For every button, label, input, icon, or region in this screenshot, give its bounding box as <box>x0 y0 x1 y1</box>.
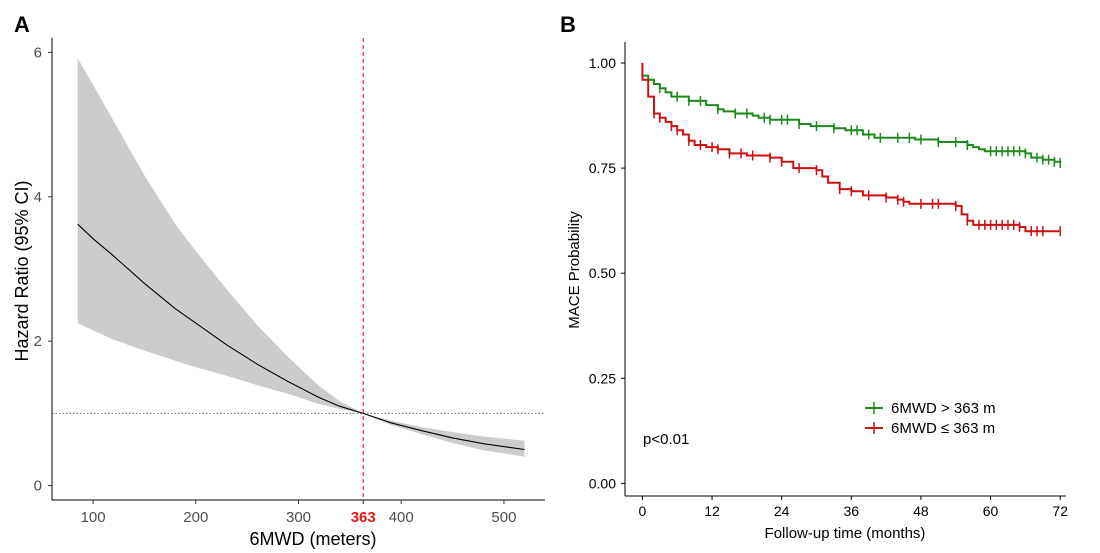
y-tick-label-a: 4 <box>34 189 42 206</box>
y-tick-label-a: 6 <box>34 44 42 61</box>
y-tick-label-b: 0.25 <box>589 370 616 386</box>
hazard-ratio-line <box>77 223 525 451</box>
x-axis-title-a: 6MWD (meters) <box>250 529 377 549</box>
km-curve-high <box>642 74 1062 164</box>
x-tick-label-b: 24 <box>774 503 790 519</box>
panel-b-letter: B <box>560 12 576 37</box>
x-axis-title-b: Follow-up time (months) <box>765 525 926 542</box>
confidence-band <box>77 58 525 457</box>
km-curve-low <box>641 63 1061 233</box>
x-tick-label-b: 60 <box>983 503 999 519</box>
x-tick-label-b: 12 <box>704 503 720 519</box>
y-axis-title-a: Hazard Ratio (95% CI) <box>12 180 32 361</box>
x-tick-label-a: 200 <box>183 509 208 526</box>
legend-label: 6MWD ≤ 363 m <box>891 420 995 437</box>
y-tick-label-b: 0.00 <box>589 475 616 491</box>
y-axis-title-b: MACE Probability <box>566 211 583 329</box>
y-tick-label-a: 0 <box>34 478 42 495</box>
legend-label: 6MWD > 363 m <box>891 400 996 417</box>
x-tick-label-a: 500 <box>491 509 516 526</box>
p-value-annotation: p<0.01 <box>643 431 689 448</box>
x-tick-label-b: 72 <box>1052 503 1068 519</box>
y-tick-label-b: 1.00 <box>589 55 616 71</box>
x-tick-label-a: 300 <box>286 509 311 526</box>
cutoff-tick-label: 363 <box>351 509 376 526</box>
panel-a-letter: A <box>14 12 30 37</box>
x-tick-label-b: 48 <box>913 503 929 519</box>
y-tick-label-a: 2 <box>34 333 42 350</box>
x-tick-label-a: 100 <box>81 509 106 526</box>
x-tick-label-a: 400 <box>389 509 414 526</box>
y-tick-label-b: 0.50 <box>589 265 616 281</box>
panel-a-hazard-ratio-chart: A 100 200 300 400 500 363 0 2 4 6 6MWD (meters) H… <box>12 12 545 549</box>
panel-b-kaplan-meier-chart: B 0 12 24 36 48 60 72 0.00 0.25 0.50 0.75 1.00 6MWD… <box>560 12 1068 542</box>
y-tick-label-b: 0.75 <box>589 160 616 176</box>
x-tick-label-b: 0 <box>639 503 647 519</box>
x-tick-label-b: 36 <box>844 503 860 519</box>
